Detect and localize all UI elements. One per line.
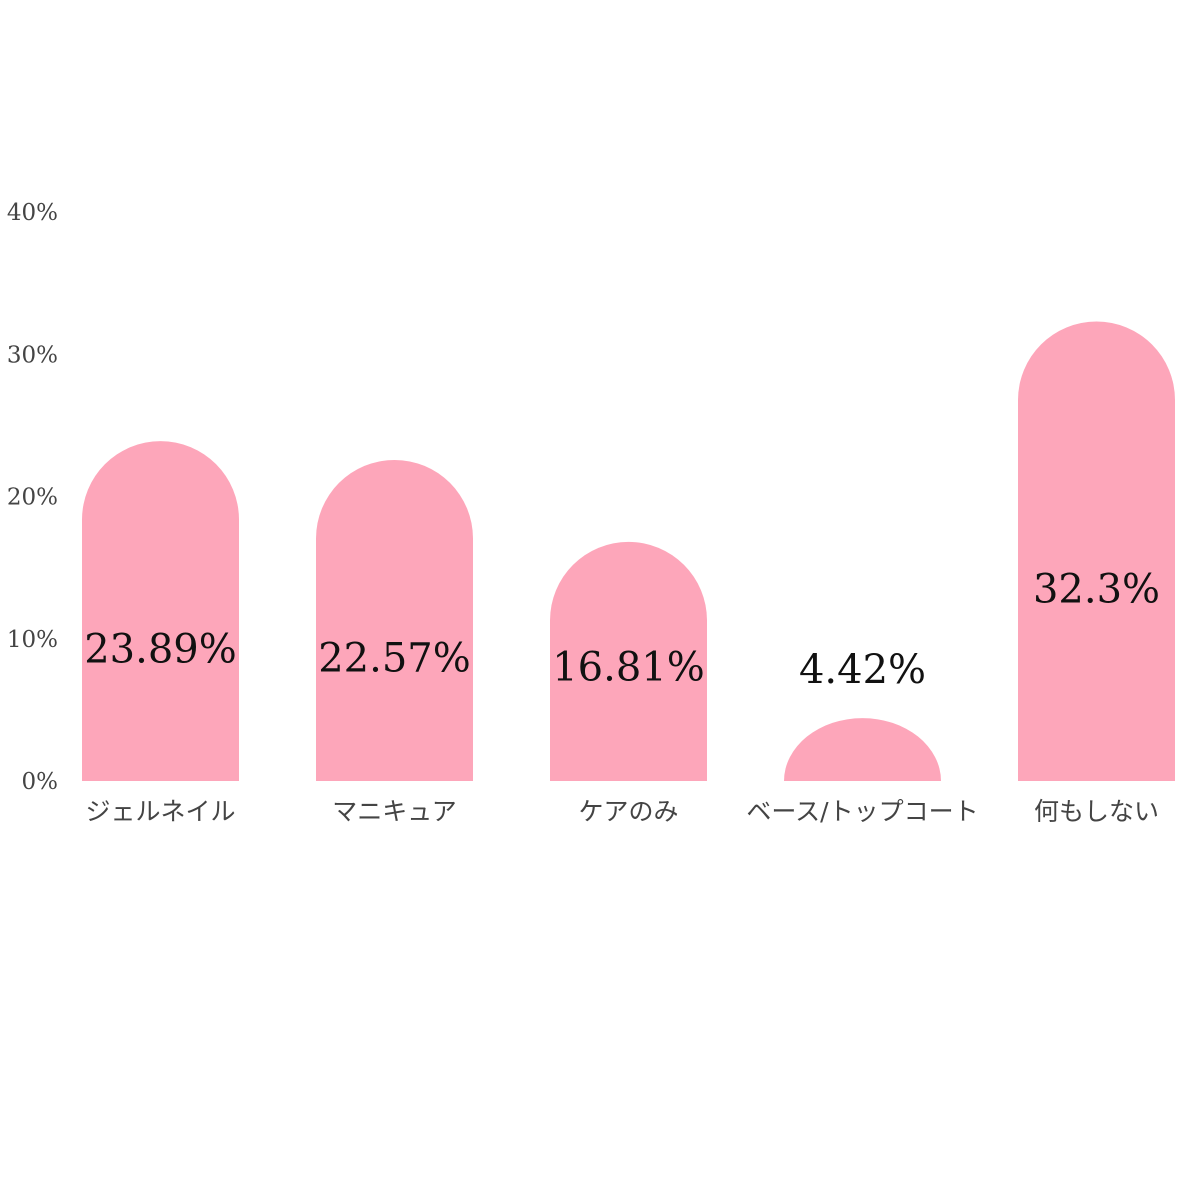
- bar: [550, 541, 707, 781]
- bar: [316, 459, 473, 781]
- bar: [82, 441, 239, 781]
- category-label: ジェルネイル: [85, 797, 235, 826]
- y-tick-label: 20%: [7, 485, 58, 511]
- y-tick-label: 10%: [7, 627, 58, 653]
- category-label: 何もしない: [1034, 797, 1159, 826]
- category-label: ケアのみ: [578, 797, 678, 826]
- bar: [1018, 321, 1175, 781]
- value-label: 4.42%: [799, 647, 926, 693]
- y-tick-label: 30%: [7, 342, 58, 368]
- category-label: ベース/トップコート: [746, 797, 978, 826]
- value-label: 16.81%: [552, 644, 705, 690]
- bar: [784, 718, 941, 781]
- y-tick-label: 0%: [22, 769, 59, 795]
- value-label: 32.3%: [1033, 567, 1160, 613]
- category-label: マニキュア: [332, 797, 457, 826]
- y-tick-label: 40%: [7, 200, 58, 226]
- value-label: 23.89%: [84, 626, 237, 672]
- value-label: 22.57%: [318, 636, 471, 682]
